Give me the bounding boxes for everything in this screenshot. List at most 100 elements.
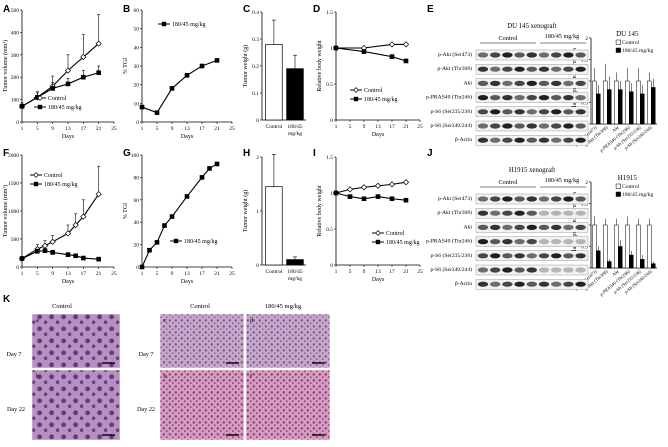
blot-band: [502, 196, 513, 202]
x-tick-label: 13: [65, 271, 71, 277]
y-tick-label: 0: [256, 263, 259, 269]
y-tick-label: 0.2: [252, 64, 259, 70]
bar-control: [603, 80, 608, 125]
y-tick-label: 60: [134, 198, 140, 204]
blot-band: [575, 123, 586, 129]
blot-row-label: β-Actin: [455, 137, 472, 143]
x-tick-label: 5: [36, 126, 39, 132]
blot-band: [563, 267, 574, 273]
blot-band: [563, 210, 574, 216]
y-tick-label: 0: [330, 118, 333, 124]
legend-marker: [161, 21, 167, 27]
blot-band: [526, 137, 537, 143]
blot-band: [502, 95, 513, 101]
point-filled: [403, 197, 409, 203]
blot-band: [514, 210, 525, 216]
blot-band: [502, 66, 513, 72]
blot-band: [538, 95, 550, 101]
x-tick-label: 17: [389, 124, 395, 130]
blot-band: [477, 95, 489, 101]
blot-band: [563, 109, 574, 115]
y-axis-label: % TGI: [123, 203, 129, 219]
panel-letter-e: E: [427, 4, 434, 15]
blot-band: [575, 224, 586, 230]
legend-marker: [33, 172, 39, 178]
category-label: Akt: [611, 124, 620, 133]
blot-band: [526, 123, 537, 129]
point-open: [360, 184, 368, 191]
blot-band: [551, 239, 562, 245]
point-filled: [19, 104, 25, 109]
y-tick-label: 200: [11, 75, 20, 81]
blot-band: [502, 239, 513, 245]
category-label: 180/45: [287, 124, 303, 130]
bar-control: [614, 224, 619, 269]
category-label: Control: [265, 269, 282, 275]
legend-label: 180/45 mg/kg: [622, 48, 653, 54]
y-tick-label: 80: [134, 175, 140, 181]
blot-row-label: β-Actin: [455, 281, 472, 287]
x-tick-label: 5: [36, 271, 39, 277]
blot-band: [514, 281, 525, 287]
point-filled: [361, 196, 367, 202]
x-tick-label: 21: [214, 126, 220, 132]
point-filled: [403, 58, 409, 64]
blot-row-label: Akt: [464, 224, 473, 230]
blot-band: [551, 224, 562, 230]
blot-band: [575, 196, 586, 202]
point-filled: [389, 54, 395, 59]
x-axis-label: Days: [372, 277, 385, 283]
histo-tile-e: [159, 369, 245, 441]
x-axis-label: Days: [62, 279, 75, 285]
y-tick-label: 1.5: [581, 58, 588, 64]
x-tick-label: 25: [417, 269, 423, 275]
point-filled: [154, 240, 160, 245]
category-label: 180/45: [287, 269, 303, 275]
point-filled: [389, 196, 395, 202]
legend-marker: [37, 104, 43, 110]
y-tick-label: 0: [16, 265, 19, 271]
x-tick-label: 13: [184, 126, 190, 132]
bar-control: [636, 224, 641, 269]
blot-band: [526, 66, 537, 72]
blot-band: [563, 52, 574, 58]
blot-band: [490, 109, 501, 115]
histo-header-left: Control: [52, 303, 72, 310]
blot-band: [563, 239, 574, 245]
blot-band: [526, 210, 537, 216]
blot-band: [477, 210, 489, 216]
blot-band: [575, 239, 586, 245]
chart-title: H1915: [618, 174, 638, 182]
blot-band: [575, 80, 586, 86]
bar-treated: [618, 246, 623, 269]
bar-treated: [640, 93, 645, 125]
y-tick-label: 20: [134, 83, 140, 89]
blot-band: [502, 123, 513, 129]
x-tick-label: 9: [171, 271, 174, 277]
blot-band: [538, 281, 550, 287]
point-open: [402, 41, 410, 48]
x-tick-label: 13: [65, 126, 71, 132]
y-tick-label: 500: [11, 8, 20, 14]
x-tick-label: 1: [21, 126, 24, 132]
point-open: [72, 221, 79, 229]
x-tick-label: 9: [363, 269, 366, 275]
blot-title: H1915 xenograft: [509, 167, 555, 174]
point-filled: [207, 166, 212, 171]
panel-letter-i: I: [313, 148, 316, 159]
blot-band: [563, 137, 574, 143]
legend-marker: [375, 239, 381, 245]
y-tick-label: 0.4: [252, 10, 259, 16]
legend-label: 180/45 mg/kg: [44, 182, 78, 188]
chart-j: 00.511.52Relative protein expressionp-Ak…: [572, 174, 657, 297]
x-tick-label: 17: [199, 271, 205, 277]
bar: [286, 68, 304, 121]
blot-band: [477, 66, 489, 72]
blot-band: [551, 95, 562, 101]
y-tick-label: 0.5: [326, 82, 333, 88]
bar-treated: [607, 89, 612, 125]
bar-control: [614, 80, 619, 125]
bar-treated: [607, 261, 612, 269]
x-axis-label: Days: [62, 134, 75, 140]
blot-row-label: p-PRAS40 (Thr246): [426, 238, 472, 245]
